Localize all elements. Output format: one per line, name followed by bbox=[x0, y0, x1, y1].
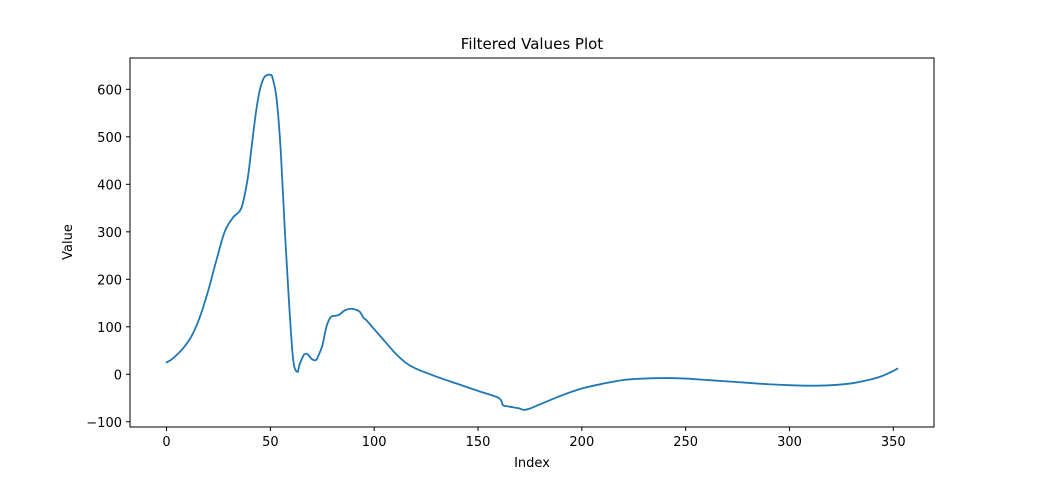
y-tick-label: −100 bbox=[86, 416, 122, 431]
axis-ticks: 0 50 100 150 200 250 300 350 −100 0 100 200 300 400 50… bbox=[86, 83, 905, 450]
x-tick-label: 300 bbox=[777, 435, 802, 450]
y-tick-label: 100 bbox=[97, 321, 122, 336]
y-tick-label: 400 bbox=[97, 178, 122, 193]
y-tick-label: 300 bbox=[97, 226, 122, 241]
series-line bbox=[165, 73, 899, 411]
x-tick-label: 350 bbox=[881, 435, 906, 450]
y-tick-label: 0 bbox=[114, 368, 122, 383]
x-tick-label: 50 bbox=[262, 435, 279, 450]
y-tick-label: 500 bbox=[97, 131, 122, 146]
x-tick-label: 100 bbox=[362, 435, 387, 450]
y-axis-label: Value bbox=[61, 224, 76, 260]
x-tick-label: 0 bbox=[162, 435, 170, 450]
chart-title: Filtered Values Plot bbox=[461, 35, 604, 53]
plot-area bbox=[129, 57, 935, 428]
x-tick-label: 200 bbox=[569, 435, 594, 450]
x-tick-label: 250 bbox=[673, 435, 698, 450]
x-axis-label: Index bbox=[514, 456, 550, 471]
y-tick-label: 600 bbox=[97, 83, 122, 98]
y-tick-label: 200 bbox=[97, 273, 122, 288]
x-tick-label: 150 bbox=[466, 435, 491, 450]
